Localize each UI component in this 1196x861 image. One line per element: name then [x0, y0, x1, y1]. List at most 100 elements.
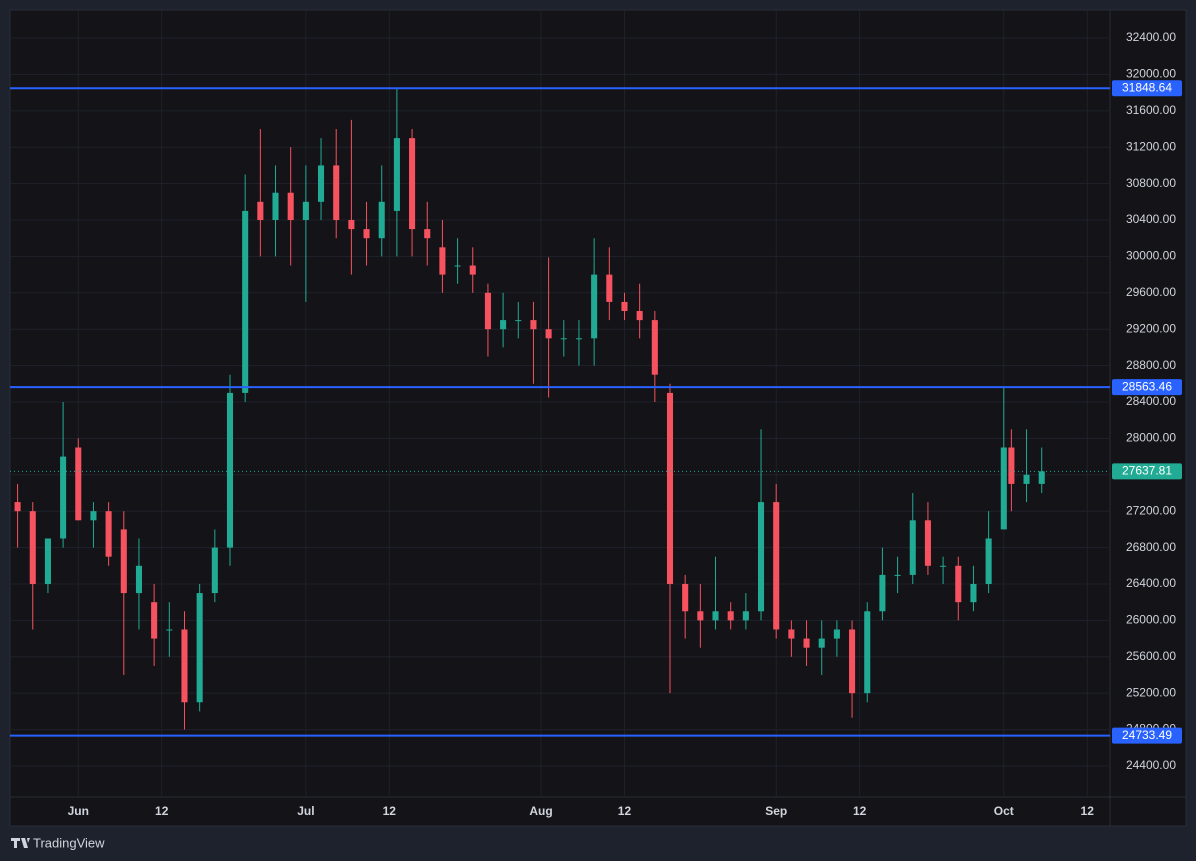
candle-body	[393, 138, 400, 211]
y-tick-label: 28400.00	[1126, 394, 1176, 408]
x-tick-label: 12	[155, 804, 169, 818]
x-tick-label: 12	[853, 804, 867, 818]
candle-body	[818, 638, 825, 648]
candle-body	[636, 311, 643, 321]
candle-body	[879, 574, 886, 612]
candle-body	[1008, 447, 1015, 484]
candle-body	[333, 165, 340, 221]
candle-body	[60, 456, 67, 539]
candle-body	[940, 565, 947, 567]
x-tick-label: Oct	[994, 804, 1014, 818]
candle-body	[682, 583, 689, 612]
candle-body	[758, 502, 765, 612]
x-tick-label: 12	[383, 804, 397, 818]
y-tick-label: 32400.00	[1126, 30, 1176, 44]
candle-body	[318, 165, 325, 202]
candle-body	[712, 611, 719, 621]
logo: TradingView	[11, 835, 105, 850]
y-tick-label: 26000.00	[1126, 613, 1176, 627]
y-tick-label: 31600.00	[1126, 103, 1176, 117]
level-tag	[1112, 80, 1182, 97]
chart-panel	[9, 9, 1187, 827]
y-tick-label: 25600.00	[1126, 649, 1176, 663]
x-tick-label: Jun	[68, 804, 89, 818]
candle-body	[560, 338, 567, 340]
x-tick-label: 12	[618, 804, 632, 818]
candle-body	[651, 320, 658, 375]
y-tick-label: 26800.00	[1126, 540, 1176, 554]
y-tick-label: 31200.00	[1126, 139, 1176, 153]
candle-body	[242, 210, 249, 393]
level-tag	[1112, 727, 1182, 744]
candle-body	[545, 329, 552, 339]
candle-body	[257, 201, 264, 221]
candle-body	[697, 611, 704, 621]
candle-body	[515, 320, 522, 322]
candle-body	[363, 229, 370, 239]
candle-body	[591, 274, 598, 339]
x-tick-label: Sep	[765, 804, 787, 818]
candle-body	[211, 547, 218, 594]
candle-body	[773, 502, 780, 630]
last-price-label: 27637.81	[1122, 464, 1172, 478]
candle-body	[849, 629, 856, 694]
candle-body	[894, 574, 901, 576]
candle-body	[985, 538, 992, 584]
candle-body	[409, 138, 416, 230]
candle-body	[439, 247, 446, 275]
candle-body	[424, 229, 431, 239]
candle-body	[120, 529, 127, 594]
brand: TradingView	[33, 835, 105, 850]
y-tick-label: 27200.00	[1126, 503, 1176, 517]
candle-body	[606, 274, 613, 302]
y-tick-label: 30800.00	[1126, 176, 1176, 190]
candle-body	[287, 192, 294, 221]
candle-body	[272, 192, 279, 221]
candle-body	[166, 629, 173, 631]
candle-body	[970, 583, 977, 603]
candle-body	[1000, 447, 1007, 530]
candle-body	[151, 602, 158, 639]
level-label: 24733.49	[1122, 728, 1172, 742]
candle-body	[955, 565, 962, 603]
candle-body	[135, 565, 142, 594]
y-tick-label: 29200.00	[1126, 321, 1176, 335]
candle-body	[924, 520, 931, 566]
candle-body	[530, 320, 537, 330]
candle-body	[1038, 471, 1045, 484]
candle-body	[348, 220, 355, 230]
candle-body	[44, 538, 51, 584]
candle-body	[469, 265, 476, 275]
candle-body	[29, 511, 36, 584]
candle-body	[105, 511, 112, 557]
y-tick-label: 26400.00	[1126, 576, 1176, 590]
y-tick-label: 25200.00	[1126, 685, 1176, 699]
logo-icon	[11, 838, 30, 848]
candle-body	[378, 201, 385, 239]
x-tick-label: 12	[1081, 804, 1095, 818]
candle-body	[226, 392, 234, 548]
candle-body	[302, 201, 309, 221]
candle-body	[727, 611, 734, 621]
candle-body	[621, 301, 628, 312]
level-label: 31848.64	[1122, 80, 1172, 94]
last-price-tag	[1112, 463, 1182, 480]
candle-body	[14, 502, 21, 512]
candle-body	[803, 638, 810, 648]
y-tick-label: 32000.00	[1126, 67, 1176, 81]
y-tick-label: 30400.00	[1126, 212, 1176, 226]
candle-body	[90, 511, 97, 521]
candle-body	[909, 520, 916, 575]
candle-body	[575, 338, 582, 340]
candle-body	[196, 593, 203, 703]
candle-body	[181, 629, 188, 703]
x-tick-label: Jul	[297, 804, 314, 818]
candle-body	[1023, 474, 1030, 484]
y-tick-label: 24400.00	[1126, 758, 1176, 772]
y-tick-label: 29600.00	[1126, 285, 1176, 299]
y-tick-label: 28000.00	[1126, 431, 1176, 445]
x-tick-label: Aug	[529, 804, 552, 818]
candle-body	[742, 611, 749, 621]
candle-body	[454, 265, 461, 267]
